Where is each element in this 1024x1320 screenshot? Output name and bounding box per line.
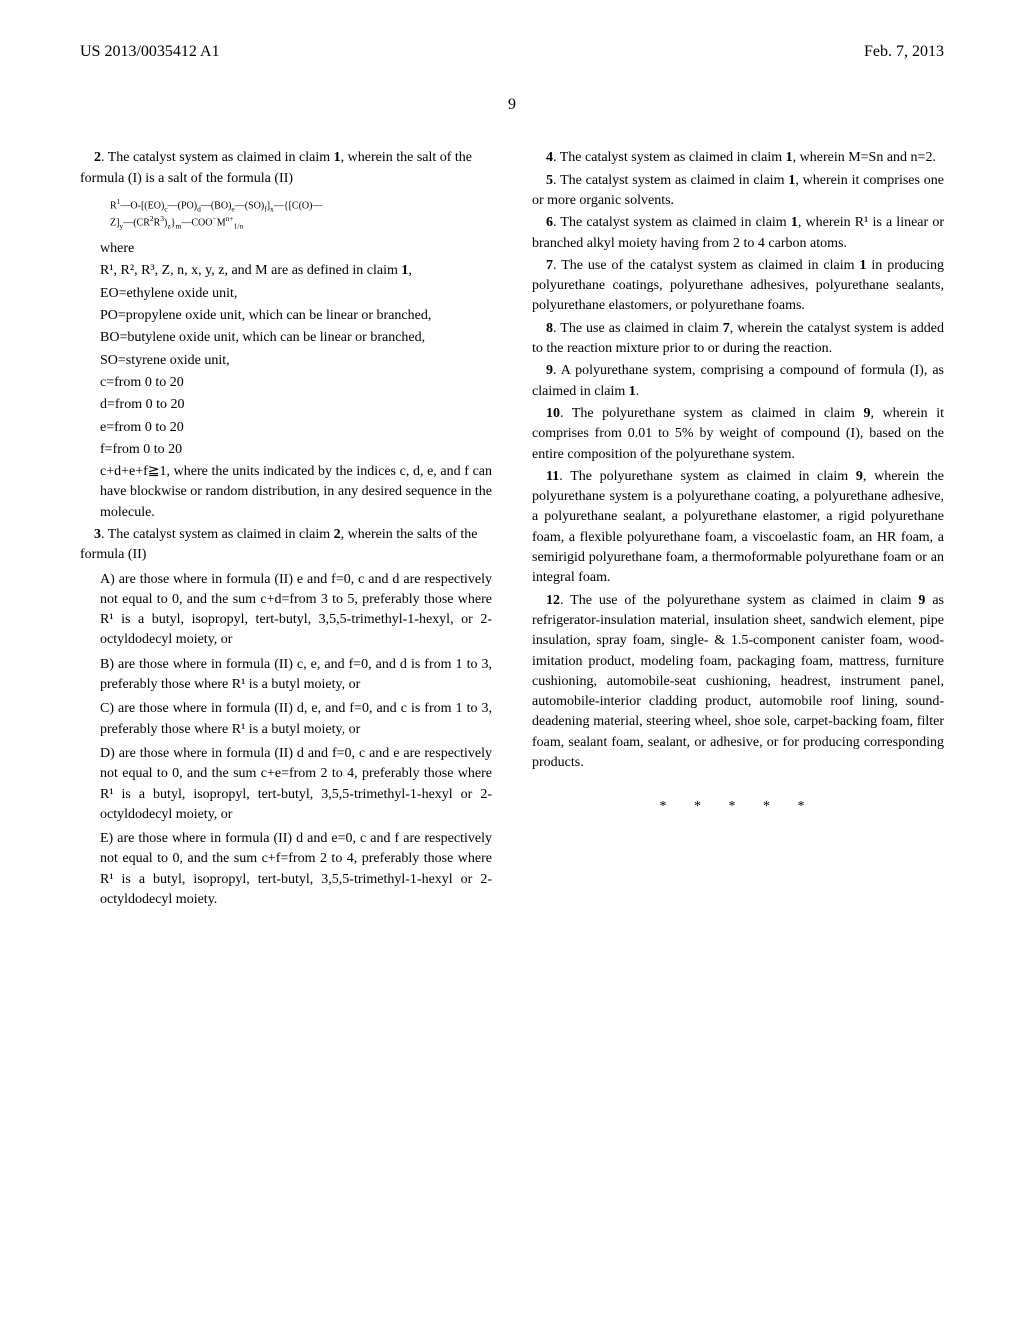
def-r-vars: R¹, R², R³, Z, n, x, y, z, and M are as … — [100, 261, 492, 281]
claim2-text: . The catalyst system as claimed in clai… — [101, 150, 334, 165]
claim-num-2: 2 — [94, 150, 101, 165]
two-column-layout: 2. The catalyst system as claimed in cla… — [80, 146, 944, 914]
def-e: e=from 0 to 20 — [100, 418, 492, 438]
claim-8: 8. The use as claimed in claim 7, wherei… — [532, 319, 944, 360]
def-d: d=from 0 to 20 — [100, 395, 492, 415]
claim-9: 9. A polyurethane system, comprising a c… — [532, 361, 944, 402]
def-po: PO=propylene oxide unit, which can be li… — [100, 306, 492, 326]
def-f: f=from 0 to 20 — [100, 440, 492, 460]
claim-6: 6. The catalyst system as claimed in cla… — [532, 213, 944, 254]
def-sum: c+d+e+f≧1, where the units indicated by … — [100, 462, 492, 523]
claim-2: 2. The catalyst system as claimed in cla… — [80, 148, 492, 189]
end-stars: * * * * * — [532, 797, 944, 817]
item-c: C) are those where in formula (II) d, e,… — [100, 699, 492, 740]
where-label: where — [100, 239, 492, 259]
claim-11: 11. The polyurethane system as claimed i… — [532, 467, 944, 589]
claim3-text: . The catalyst system as claimed in clai… — [101, 527, 334, 542]
claim-num-3: 3 — [94, 527, 101, 542]
claim-7: 7. The use of the catalyst system as cla… — [532, 256, 944, 317]
def-eo: EO=ethylene oxide unit, — [100, 284, 492, 304]
def-bo: BO=butylene oxide unit, which can be lin… — [100, 328, 492, 348]
def-c: c=from 0 to 20 — [100, 373, 492, 393]
claim-10: 10. The polyurethane system as claimed i… — [532, 404, 944, 465]
claim-ref-1: 1 — [334, 150, 341, 165]
pub-date: Feb. 7, 2013 — [864, 40, 944, 63]
item-a: A) are those where in formula (II) e and… — [100, 570, 492, 651]
item-e: E) are those where in formula (II) d and… — [100, 829, 492, 910]
claim-12: 12. The use of the polyurethane system a… — [532, 591, 944, 774]
claim-ref-2: 2 — [334, 527, 341, 542]
claim-5: 5. The catalyst system as claimed in cla… — [532, 171, 944, 212]
page-header: US 2013/0035412 A1 Feb. 7, 2013 — [80, 40, 944, 63]
left-column: 2. The catalyst system as claimed in cla… — [80, 146, 492, 914]
def-so: SO=styrene oxide unit, — [100, 351, 492, 371]
right-column: 4. The catalyst system as claimed in cla… — [532, 146, 944, 914]
formula-ii: R1—O-[(EO)c—(PO)d—(BO)e—(SO)f]x—{[C(O)— … — [110, 197, 462, 231]
page-number: 9 — [80, 93, 944, 116]
item-b: B) are those where in formula (II) c, e,… — [100, 655, 492, 696]
claim-3: 3. The catalyst system as claimed in cla… — [80, 525, 492, 566]
claim-4: 4. The catalyst system as claimed in cla… — [532, 148, 944, 168]
item-d: D) are those where in formula (II) d and… — [100, 744, 492, 825]
pub-number: US 2013/0035412 A1 — [80, 40, 220, 63]
